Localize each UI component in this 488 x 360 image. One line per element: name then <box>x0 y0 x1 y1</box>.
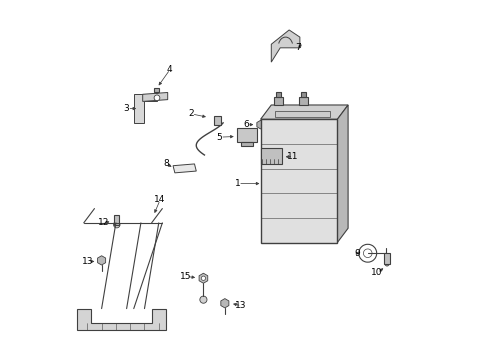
Text: 7: 7 <box>295 43 300 52</box>
Polygon shape <box>77 309 165 330</box>
Text: 13: 13 <box>235 301 246 310</box>
Polygon shape <box>134 94 157 123</box>
Circle shape <box>113 221 120 228</box>
Polygon shape <box>271 30 299 62</box>
Bar <box>299 97 307 105</box>
Bar <box>275 92 281 97</box>
Circle shape <box>200 296 206 303</box>
Polygon shape <box>260 105 347 119</box>
Bar <box>237 128 257 143</box>
Text: 5: 5 <box>216 132 222 141</box>
Bar <box>383 253 389 264</box>
Text: 10: 10 <box>370 268 382 277</box>
Text: 8: 8 <box>163 159 168 168</box>
Text: 11: 11 <box>286 152 298 161</box>
Bar <box>300 92 305 97</box>
Bar <box>154 88 159 93</box>
Bar <box>274 97 282 105</box>
Circle shape <box>201 276 205 280</box>
Bar <box>241 142 253 146</box>
Circle shape <box>154 95 160 101</box>
Bar <box>214 116 221 125</box>
Bar <box>260 119 337 243</box>
Text: 9: 9 <box>353 249 359 258</box>
Circle shape <box>155 89 159 94</box>
Text: 6: 6 <box>243 120 249 129</box>
Text: 13: 13 <box>82 257 94 266</box>
Text: 15: 15 <box>180 272 191 281</box>
Text: 3: 3 <box>123 104 129 113</box>
Text: 2: 2 <box>188 109 193 118</box>
Text: 4: 4 <box>166 65 172 74</box>
Circle shape <box>384 262 388 266</box>
Bar <box>274 111 329 117</box>
Text: 14: 14 <box>154 195 165 204</box>
Bar <box>114 215 119 225</box>
Bar <box>260 148 282 164</box>
Polygon shape <box>173 164 196 173</box>
Polygon shape <box>142 93 167 102</box>
Text: 1: 1 <box>234 179 240 188</box>
Text: 12: 12 <box>98 219 109 228</box>
Polygon shape <box>337 105 347 243</box>
